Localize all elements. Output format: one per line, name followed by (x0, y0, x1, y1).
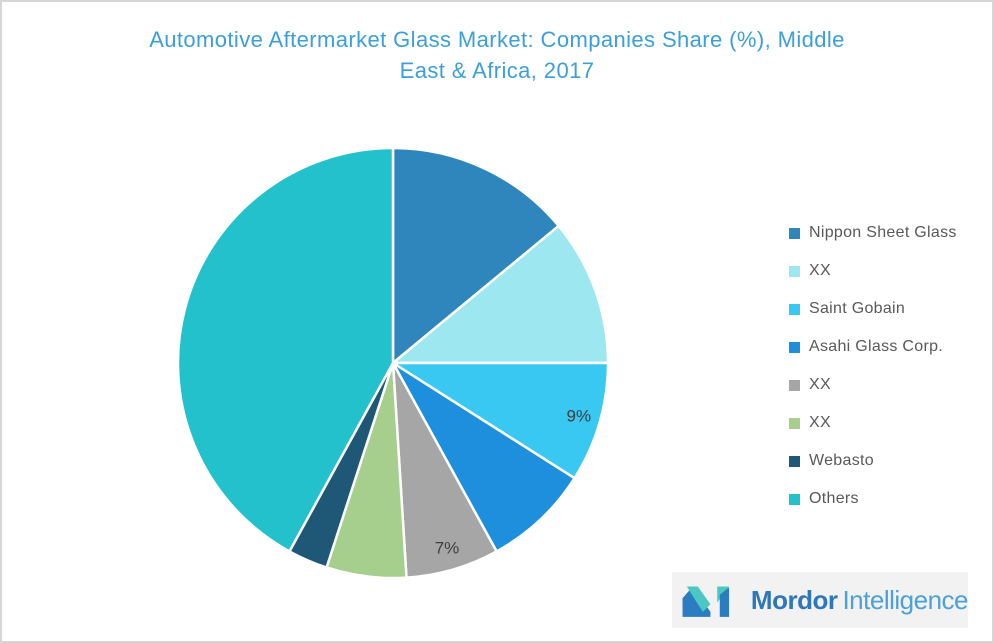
pie-slice-1 (391, 224, 610, 365)
legend-swatch (789, 303, 800, 315)
pie-slice-0 (391, 146, 560, 365)
legend-item-5: XX (789, 404, 957, 442)
pie-slice-2 (391, 361, 610, 480)
pie-chart: 9% 7% (175, 145, 611, 581)
legend-item-3: Asahi Glass Corp. (789, 328, 957, 366)
chart-title: Automotive Aftermarket Glass Market: Com… (2, 24, 992, 86)
legend-swatch (789, 417, 800, 429)
legend-item-4: XX (789, 366, 957, 404)
slice-label-4: 7% (435, 538, 460, 557)
chart-title-line-2: East & Africa, 2017 (399, 58, 595, 83)
chart-title-line-1: Automotive Aftermarket Glass Market: Com… (149, 27, 845, 52)
legend-item-2: Saint Gobain (789, 290, 957, 328)
legend-swatch (789, 265, 800, 277)
legend-label: XX (809, 376, 831, 393)
legend-label: XX (809, 414, 831, 431)
legend-swatch (789, 227, 800, 239)
legend-item-1: XX (789, 252, 957, 290)
legend-item-6: Webasto (789, 442, 957, 480)
legend-swatch (789, 455, 800, 467)
legend-label: Asahi Glass Corp. (809, 338, 944, 355)
legend-swatch (789, 379, 800, 391)
legend-label: Saint Gobain (809, 300, 906, 317)
pie-slice-7 (176, 146, 395, 553)
legend: Nippon Sheet Glass XX Saint Gobain Asahi Gl… (789, 214, 957, 518)
logo: Mordor Intelligence (672, 572, 968, 628)
logo-text-bold: Mordor (750, 584, 838, 615)
slice-label-2: 9% (567, 406, 592, 425)
mordor-intelligence-logo-icon (682, 586, 730, 617)
legend-swatch (789, 341, 800, 353)
legend-swatch (789, 493, 800, 505)
pie-slice-3 (391, 361, 576, 553)
legend-label: Webasto (809, 452, 874, 469)
legend-label: Nippon Sheet Glass (809, 224, 957, 241)
logo-text-light: Intelligence (842, 584, 968, 615)
legend-label: Others (809, 490, 859, 507)
legend-label: XX (809, 262, 831, 279)
legend-item-7: Others (789, 480, 957, 518)
legend-item-0: Nippon Sheet Glass (789, 214, 957, 252)
pie-chart-svg: 9% 7% (176, 146, 610, 580)
